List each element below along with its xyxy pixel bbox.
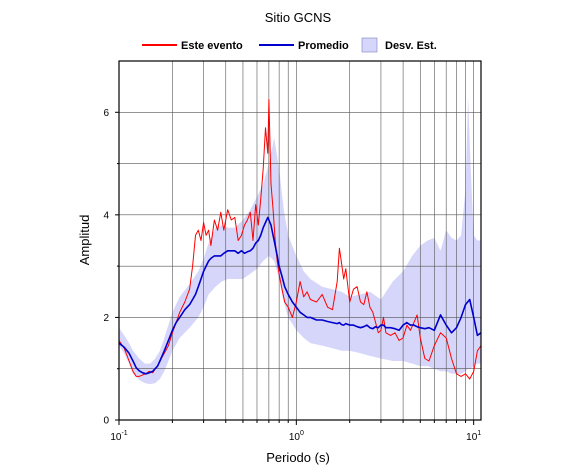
plot-area: 0 2 4 6 10-1 100 101 (103, 60, 482, 443)
std-dev-band (119, 96, 481, 385)
x-tick-label: 10-1 (110, 430, 127, 443)
legend-mean-label: Promedio (298, 40, 349, 52)
legend-band-label: Desv. Est. (385, 40, 437, 52)
plot-frame (118, 60, 482, 421)
y-axis-label: Amplitud (77, 215, 92, 266)
y-tick-label: 0 (103, 416, 109, 427)
x-axis-label: Periodo (s) (266, 450, 330, 465)
legend: Este evento Promedio Desv. Est. (142, 37, 437, 53)
mean-series-line (118, 216, 482, 375)
chart-title: Sitio GCNS (265, 10, 332, 25)
event-series-line (118, 99, 482, 380)
y-tick-label: 2 (103, 313, 109, 324)
legend-event-label: Este evento (181, 40, 243, 52)
y-tick-label: 4 (103, 210, 109, 221)
x-tick-label: 100 (289, 430, 304, 443)
legend-band-swatch (361, 37, 378, 53)
x-tick-label: 101 (466, 430, 481, 443)
y-tick-label: 6 (103, 108, 109, 119)
